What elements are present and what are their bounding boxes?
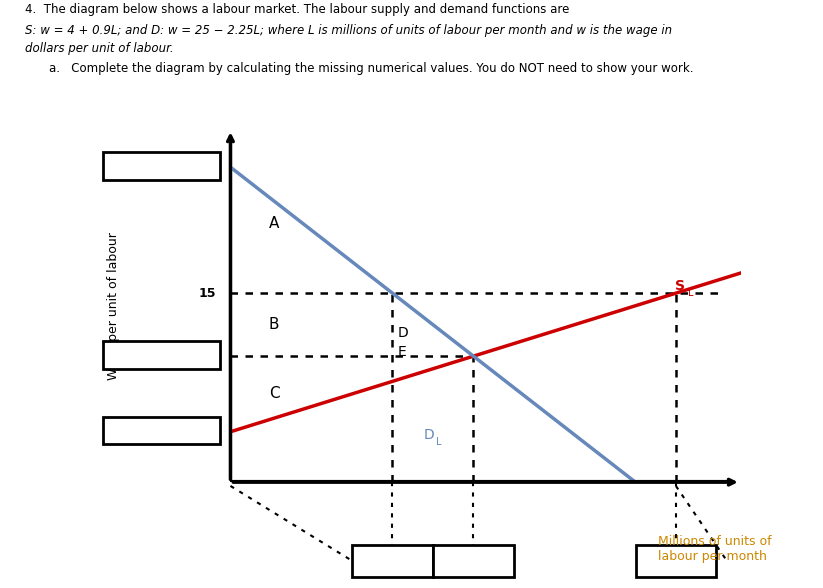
Bar [352,545,433,577]
Text: S: w = 4 + 0.9L; and D: w = 25 − 2.25L; where L is millions of units of labour p: S: w = 4 + 0.9L; and D: w = 25 − 2.25L; … [25,24,672,36]
Text: dollars per unit of labour.: dollars per unit of labour. [25,42,174,55]
Text: Wage per unit of labour: Wage per unit of labour [107,232,120,380]
Text: a.   Complete the diagram by calculating the missing numerical values. You do NO: a. Complete the diagram by calculating t… [49,62,694,75]
Text: S: S [675,279,685,293]
Text: C: C [269,386,280,402]
Bar [103,341,220,369]
Text: A: A [269,216,279,231]
Text: B: B [269,317,280,332]
Bar [103,152,220,180]
Text: D: D [398,326,409,340]
Text: D: D [424,428,435,442]
Text: L: L [688,288,693,298]
Text: L: L [436,437,442,447]
Text: 4.  The diagram below shows a labour market. The labour supply and demand functi: 4. The diagram below shows a labour mark… [25,3,569,16]
Bar [103,417,220,445]
Text: Millions of units of
labour per month: Millions of units of labour per month [658,535,772,563]
Text: 15: 15 [198,287,216,300]
Bar [434,545,514,577]
Text: E: E [398,345,407,359]
Bar [636,545,716,577]
